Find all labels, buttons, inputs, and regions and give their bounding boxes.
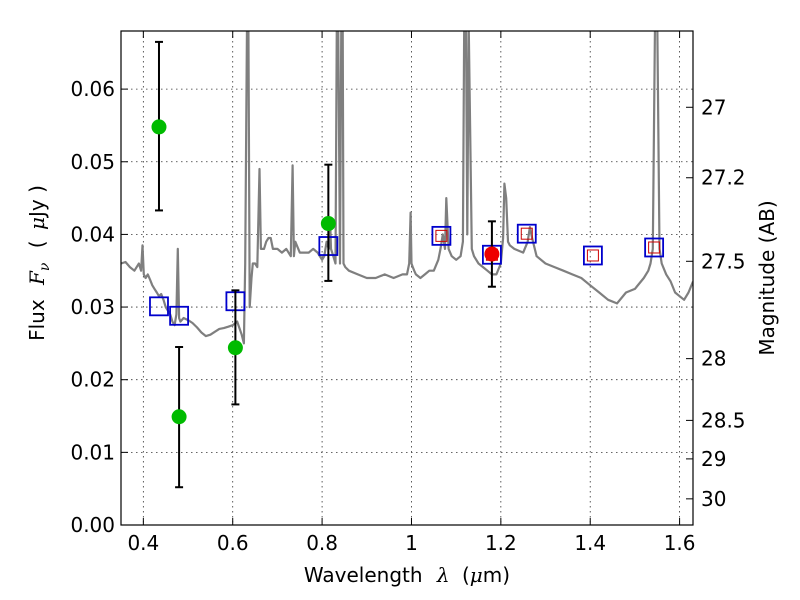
x-axis-label-symbol: λ (436, 563, 450, 587)
y2-tick-label: 28 (701, 347, 726, 371)
model-point-box (169, 305, 189, 326)
observed-point (171, 409, 187, 425)
observed-point (320, 216, 336, 232)
y-tick-label: 0.03 (70, 295, 115, 319)
model-point-inner (586, 249, 599, 262)
error-bars (154, 40, 496, 489)
y-tick-label: 0.00 (70, 513, 115, 537)
spectrum-line (121, 31, 693, 345)
y-tick-label: 0.02 (70, 368, 115, 392)
observed-point (151, 119, 167, 135)
y-tick-label: 0.04 (70, 222, 115, 246)
x-tick-label: 0.8 (306, 531, 338, 555)
model-point-inner (435, 229, 448, 242)
detection-point (484, 246, 500, 262)
model-point-box (431, 225, 452, 246)
x-tick-label: 1.2 (485, 531, 517, 555)
y-tick-label: 0.01 (70, 440, 115, 464)
y-axis-label-subscript: ν (37, 262, 53, 271)
observed-markers (151, 119, 500, 425)
y-tick-label: 0.05 (70, 150, 115, 174)
x-tick-label: 0.4 (127, 531, 159, 555)
y-tick-label: 0.06 (70, 77, 115, 101)
y-axis-label: Flux Fν ( μJy ) (25, 185, 54, 341)
y-axis-label-unit: Jy ) (25, 185, 49, 219)
y-axis-label-open: ( (25, 240, 49, 248)
x-tick-label: 1.6 (664, 531, 696, 555)
y2-tick-label: 27.2 (701, 166, 746, 190)
x-axis-label: Wavelength λ (μm) (304, 563, 510, 587)
y2-tick-label: 28.5 (701, 408, 746, 432)
x-axis-label-mu: μ (470, 563, 483, 587)
x-axis-label-unit: m) (483, 563, 510, 587)
model-point-box (644, 237, 665, 258)
x-tick-label: 1 (405, 531, 418, 555)
y2-tick-label: 27 (701, 95, 726, 119)
y-axis-label-main: Flux (25, 299, 49, 341)
y-axis-label-mu: μ (25, 217, 49, 230)
y2-axis-ticks: 27 27.2 27.5 28 28.5 29 30 (686, 95, 746, 511)
model-point-inner (648, 241, 661, 254)
x-axis-ticks: 0.4 0.6 0.8 1 1.2 1.4 1.6 (127, 31, 696, 555)
model-point-box (516, 223, 537, 244)
x-axis-label-main: Wavelength (304, 563, 423, 587)
grid (121, 31, 693, 526)
model-point-box (149, 296, 169, 317)
y-axis-ticks: 0.00 0.01 0.02 0.03 0.04 0.05 0.06 (70, 77, 128, 537)
model-point-box (583, 245, 603, 266)
y2-tick-label: 27.5 (701, 249, 746, 273)
x-tick-label: 0.6 (217, 531, 249, 555)
y2-axis-label: Magnitude (AB) (755, 200, 779, 355)
x-axis-label-open: ( (462, 563, 470, 587)
observed-point (227, 340, 243, 356)
model-point-inner (520, 227, 533, 240)
spectrum-layer (121, 31, 693, 345)
plot-frame (120, 30, 694, 526)
y2-tick-label: 30 (701, 487, 726, 511)
y-axis-label-symbol: F (25, 270, 49, 286)
y2-tick-label: 29 (701, 447, 726, 471)
x-tick-label: 1.4 (574, 531, 606, 555)
